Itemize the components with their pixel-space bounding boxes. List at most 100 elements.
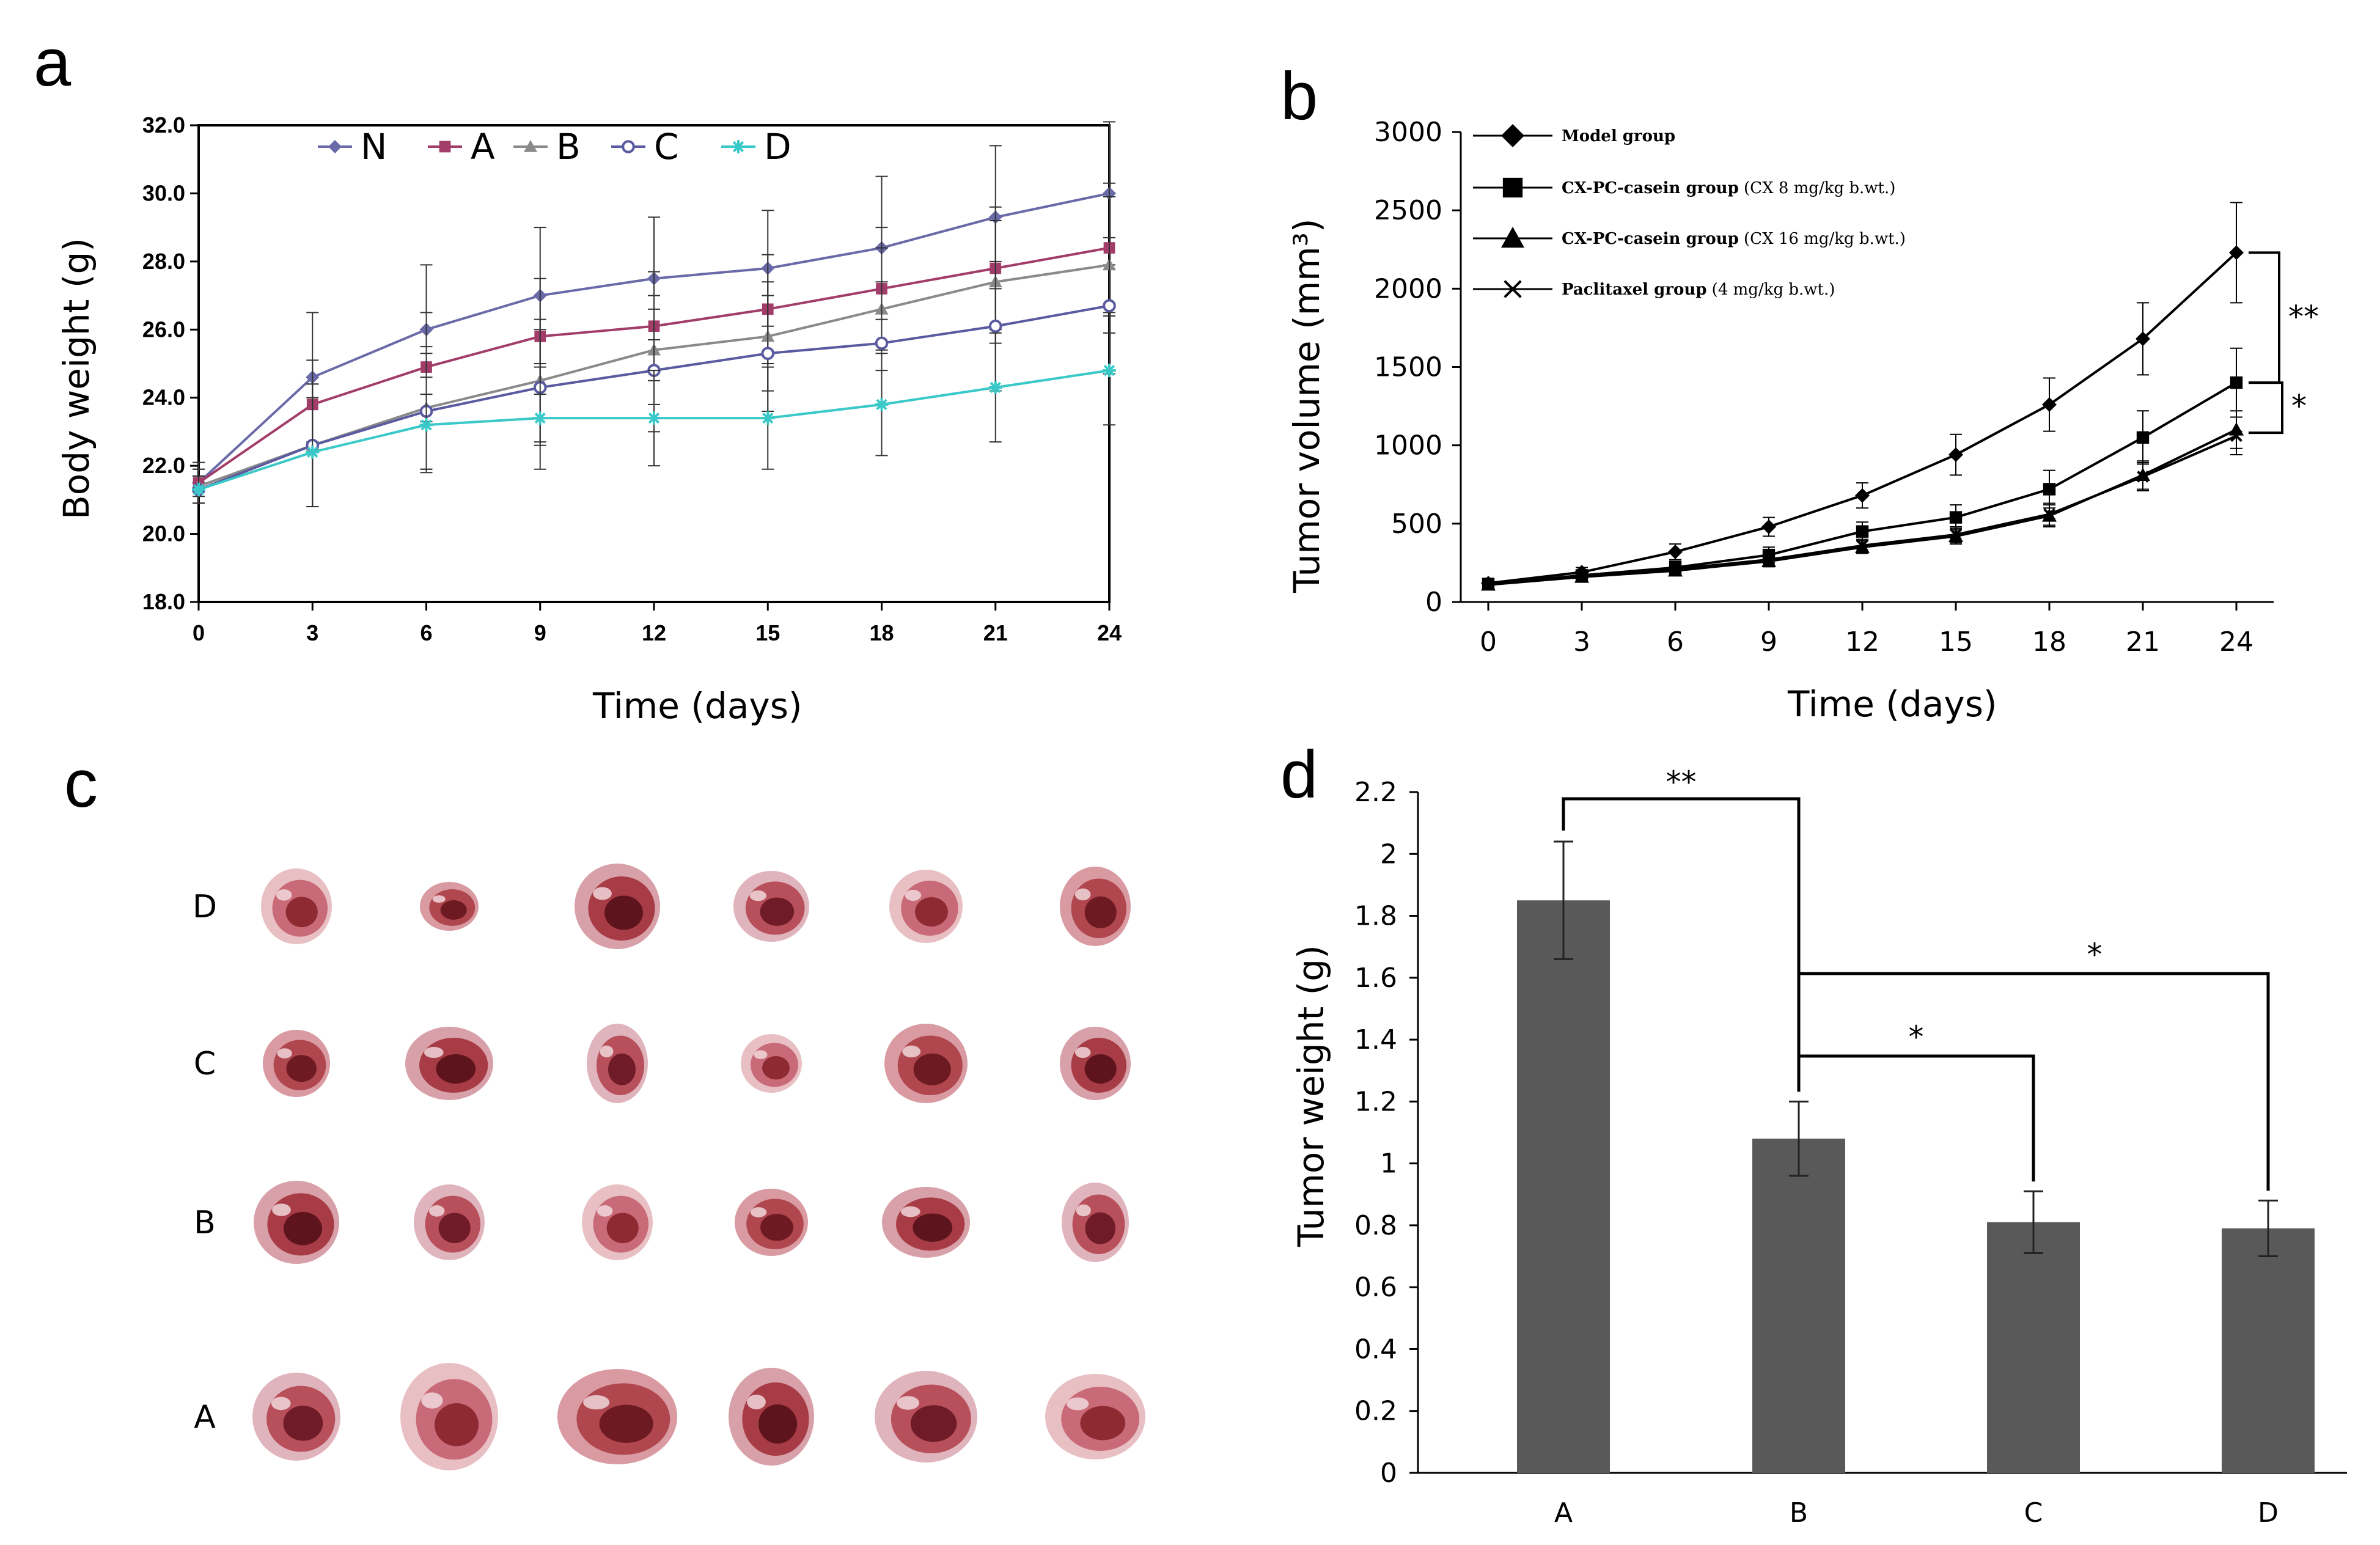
tumor-specimen xyxy=(254,1181,339,1264)
error-bar xyxy=(2024,1190,2043,1254)
bar-A-rect xyxy=(1517,900,1610,1473)
data-point-b-shape xyxy=(2043,483,2056,496)
data-point-b xyxy=(1576,571,1588,583)
y-tick-label-b: 3000 xyxy=(1374,117,1442,148)
x-tick-label-b: 9 xyxy=(1760,626,1777,658)
tumor-core xyxy=(758,1404,797,1444)
legend-marker xyxy=(1501,124,1524,147)
row-label-B: B xyxy=(194,1205,216,1241)
tumor-highlight xyxy=(271,1396,291,1411)
y-tick-label-b: 2500 xyxy=(1374,195,1442,226)
data-point-C xyxy=(1103,299,1116,313)
x-tick-label-a: 6 xyxy=(420,620,432,645)
data-point-D xyxy=(192,483,205,497)
legend-marker-shape xyxy=(1501,227,1524,248)
data-point-b xyxy=(1763,553,1775,566)
tumor-core xyxy=(606,1213,639,1244)
legend-marker-shape xyxy=(524,140,537,152)
legend-item-A: A xyxy=(428,126,495,167)
data-point-D xyxy=(419,418,433,432)
significance-bracket xyxy=(1799,972,2270,1191)
data-point-D xyxy=(306,445,320,459)
x-tick-label-d: B xyxy=(1790,1497,1808,1528)
x-axis-title-b: Time (days) xyxy=(1787,683,1997,725)
significance-bracket xyxy=(2249,381,2283,435)
x-tick-label-a: 3 xyxy=(306,620,318,645)
y-tick-label-d: 0.6 xyxy=(1354,1272,1397,1303)
data-point-b-shape xyxy=(2230,376,2243,389)
legend-marker xyxy=(622,140,635,153)
data-point-b xyxy=(2137,471,2149,483)
tumor-core xyxy=(1085,1212,1115,1244)
data-point-D-shape xyxy=(192,483,205,497)
y-tick-label-d: 2.2 xyxy=(1354,777,1397,808)
tumor-specimen xyxy=(414,1184,485,1260)
panel-label-c: c xyxy=(64,746,98,821)
tumor-core xyxy=(604,895,643,930)
significance-bracket xyxy=(2249,251,2280,384)
tumor-core xyxy=(1084,1054,1117,1084)
data-point-b-shape xyxy=(2043,508,2055,521)
tumor-specimen xyxy=(733,871,809,942)
tumor-specimen xyxy=(263,1030,330,1097)
data-point-b xyxy=(2043,483,2056,496)
error-bar xyxy=(1554,840,1573,960)
x-tick-label-b: 12 xyxy=(1845,626,1879,658)
data-point-D-shape xyxy=(533,411,547,425)
x-tick-label-a: 15 xyxy=(755,620,780,645)
y-axis-title-a: Body weight (g) xyxy=(56,238,97,519)
x-tick-label-a: 18 xyxy=(869,620,894,645)
legend-item-b: CX-PC-casein group (CX 8 mg/kg b.wt.) xyxy=(1473,177,1895,198)
tumor-core xyxy=(1084,896,1117,928)
tumor-core xyxy=(436,1054,476,1084)
legend-marker xyxy=(732,140,745,153)
tumor-highlight xyxy=(272,1203,291,1216)
data-point-b xyxy=(1950,528,1962,541)
data-point-D xyxy=(533,411,547,425)
tumor-highlight xyxy=(593,887,612,900)
tumor-core xyxy=(285,897,318,928)
bar-D-rect xyxy=(2222,1228,2315,1473)
significance-label: * xyxy=(2291,389,2307,424)
tumor-core xyxy=(440,900,467,920)
tumor-core xyxy=(913,1213,953,1242)
x-tick-label-b: 18 xyxy=(2032,626,2066,658)
tumor-highlight xyxy=(428,1205,445,1217)
legend-marker xyxy=(1504,280,1522,298)
data-point-b-shape xyxy=(1763,553,1775,566)
data-point-b xyxy=(2043,508,2055,521)
legend-label: CX-PC-casein group (CX 8 mg/kg b.wt.) xyxy=(1562,179,1895,197)
legend-name: Paclitaxel group xyxy=(1562,281,1706,299)
data-point-b-shape xyxy=(1950,528,1962,541)
row-label-D: D xyxy=(193,889,217,925)
legend-name: CX-PC-casein group xyxy=(1562,179,1739,197)
legend-marker xyxy=(439,141,451,153)
tumor-specimen xyxy=(1045,1374,1145,1459)
y-tick-label-a: 32.0 xyxy=(142,112,185,138)
data-point-b xyxy=(2230,430,2242,442)
bar-A xyxy=(1517,840,1610,1473)
y-tick-label-d: 1.2 xyxy=(1354,1086,1397,1117)
tumor-specimen xyxy=(741,1034,802,1093)
y-tick-label-d: 0.8 xyxy=(1354,1210,1397,1241)
data-point-b-shape xyxy=(2229,245,2244,260)
tumor-highlight xyxy=(747,1395,766,1409)
legend-detail: (4 mg/kg b.wt.) xyxy=(1706,281,1835,299)
tumor-highlight xyxy=(1076,1204,1091,1217)
data-point-b-shape xyxy=(1576,571,1588,583)
tumor-photo-panel: D C B A xyxy=(193,864,1145,1470)
legend-item-D: D xyxy=(721,126,791,167)
data-point-D xyxy=(988,381,1002,394)
data-point-b xyxy=(1856,525,1869,538)
x-tick-label-b: 3 xyxy=(1573,626,1590,658)
tumor-specimen xyxy=(575,864,660,949)
data-point-b-shape xyxy=(1855,488,1870,503)
tumor-specimen xyxy=(420,882,479,931)
data-point-D xyxy=(1103,364,1116,378)
series-line-b xyxy=(1488,435,2237,586)
y-tick-label-b: 500 xyxy=(1391,508,1442,540)
significance-label: ** xyxy=(1666,765,1697,800)
legend-marker xyxy=(1501,227,1524,248)
tumor-core xyxy=(283,1406,323,1441)
y-tick-label-d: 1.6 xyxy=(1354,963,1397,994)
